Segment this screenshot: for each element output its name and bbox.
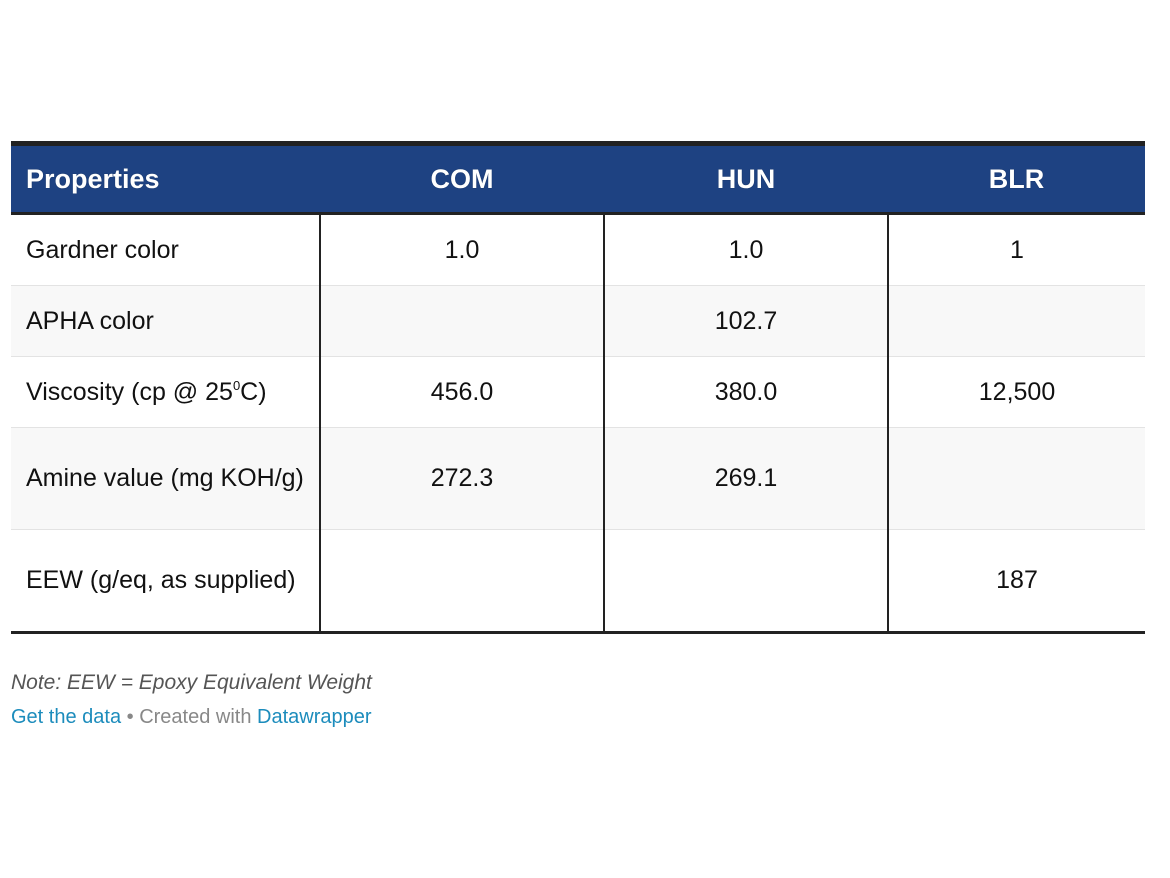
property-text-tail: C)	[240, 377, 267, 406]
table-row: EEW (g/eq, as supplied) 187	[11, 529, 1145, 634]
header-blr[interactable]: BLR	[888, 141, 1145, 215]
cell-blr: 1	[887, 213, 1145, 286]
data-table-container: Properties COM HUN BLR Gardner color 1.0…	[11, 141, 1145, 634]
cell-property: Gardner color	[11, 213, 320, 286]
header-hun[interactable]: HUN	[604, 141, 888, 215]
cell-com: 456.0	[319, 356, 604, 428]
datawrapper-link[interactable]: Datawrapper	[257, 706, 372, 728]
cell-hun: 102.7	[603, 285, 888, 357]
cell-com	[319, 529, 604, 634]
cell-com	[319, 285, 604, 357]
cell-hun: 380.0	[603, 356, 888, 428]
degree-superscript: 0	[232, 377, 241, 393]
cell-hun: 1.0	[603, 213, 888, 286]
footer: Get the data • Created with Datawrapper	[11, 706, 372, 729]
table-row: Gardner color 1.0 1.0 1	[11, 213, 1145, 286]
table-row: Amine value (mg KOH/g) 272.3 269.1	[11, 427, 1145, 530]
properties-table: Properties COM HUN BLR Gardner color 1.0…	[11, 141, 1145, 634]
cell-property: APHA color	[11, 285, 320, 357]
cell-blr: 12,500	[887, 356, 1145, 428]
cell-property: EEW (g/eq, as supplied)	[11, 529, 320, 634]
cell-hun	[603, 529, 888, 634]
cell-blr	[887, 285, 1145, 357]
cell-property: Viscosity (cp @ 250C)	[11, 356, 320, 428]
property-text: Viscosity (cp @ 25	[26, 377, 233, 406]
table-row: Viscosity (cp @ 250C) 456.0 380.0 12,500	[11, 356, 1145, 428]
cell-blr: 187	[887, 529, 1145, 634]
cell-com: 272.3	[319, 427, 604, 530]
cell-blr	[887, 427, 1145, 530]
cell-com: 1.0	[319, 213, 604, 286]
table-header-row: Properties COM HUN BLR	[11, 141, 1145, 215]
header-properties[interactable]: Properties	[11, 141, 320, 215]
cell-property: Amine value (mg KOH/g)	[11, 427, 320, 530]
table-row: APHA color 102.7	[11, 285, 1145, 357]
footer-separator: • Created with	[121, 706, 258, 728]
header-com[interactable]: COM	[320, 141, 604, 215]
table-note: Note: EEW = Epoxy Equivalent Weight	[11, 671, 372, 694]
get-data-link[interactable]: Get the data	[11, 706, 122, 728]
cell-hun: 269.1	[603, 427, 888, 530]
